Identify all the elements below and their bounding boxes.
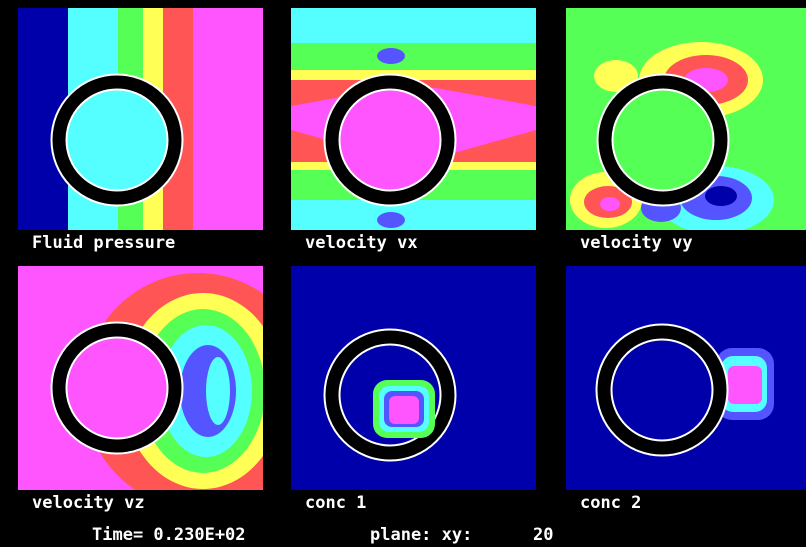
plane-level: 20 (533, 525, 553, 545)
ring-interior (59, 330, 175, 446)
ring-interior (604, 332, 720, 448)
obstacle-ring (597, 325, 727, 455)
plot-panel (291, 266, 536, 490)
plot-panel (18, 8, 263, 230)
obstacle-ring (52, 323, 182, 453)
contour-band (705, 186, 737, 206)
contour-band (389, 396, 419, 424)
plot-panel (566, 266, 806, 490)
contour-band (291, 200, 536, 230)
time-readout: Time= 0.230E+02 (92, 525, 246, 545)
contour-band (377, 212, 405, 228)
panel-label: conc 1 (305, 493, 366, 513)
contour-band (594, 60, 638, 92)
plot-panel (291, 8, 536, 230)
contour-band (728, 366, 762, 404)
plot-panel (18, 266, 263, 490)
ring-interior (605, 82, 721, 198)
panel-label: velocity vz (32, 493, 145, 513)
obstacle-ring (598, 75, 728, 205)
panel-label: conc 2 (580, 493, 641, 513)
contour-band (206, 357, 230, 425)
contour-band (377, 48, 405, 64)
contour-band (600, 197, 620, 211)
obstacle-ring (52, 75, 182, 205)
panel-label: Fluid pressure (32, 233, 175, 253)
plot-panel (566, 8, 806, 230)
obstacle-ring (325, 75, 455, 205)
ring-interior (332, 82, 448, 198)
obstacle-ring (325, 330, 455, 460)
panel-label: velocity vy (580, 233, 693, 253)
ring-interior (59, 82, 175, 198)
panel-label: velocity vx (305, 233, 418, 253)
contour-band (291, 8, 536, 43)
plane-label: plane: xy: (370, 525, 472, 545)
